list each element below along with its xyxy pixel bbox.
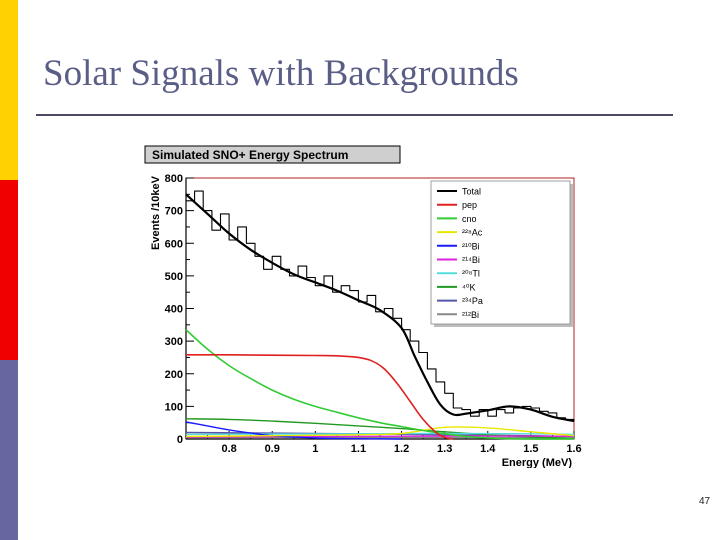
slide-title: Solar Signals with Backgrounds [43, 53, 519, 94]
series-layer [185, 190, 575, 440]
side-bar-yellow [0, 0, 18, 180]
y-tick-label: 100 [165, 401, 183, 413]
x-tick-label: 1 [312, 443, 318, 455]
side-bar-blue [0, 360, 18, 540]
x-tick-label: 1.4 [480, 443, 496, 455]
y-tick-label: 800 [165, 173, 183, 185]
series-line-ac [185, 426, 575, 438]
x-tick-label: 1.3 [437, 443, 452, 455]
legend-label: cno [462, 214, 477, 224]
y-tick-label: 500 [165, 271, 183, 283]
x-tick-label: 1.1 [351, 443, 366, 455]
legend-label: ²¹⁴Bi [462, 255, 480, 265]
series-line-pep [186, 354, 454, 440]
x-tick-label: 0.9 [265, 443, 280, 455]
y-tick-label: 0 [177, 434, 183, 446]
legend-label: ²²⁸Ac [462, 228, 483, 238]
y-tick-label: 400 [165, 304, 183, 316]
legend: Total pep cno ²²⁸Ac ²¹⁰Bi ²¹⁴Bi ²⁰⁸Tl ⁴⁰K ²³⁴Pa ²… [430, 180, 573, 327]
energy-spectrum-chart: Simulated SNO+ Energy Spectrum 0 100 200 30… [144, 145, 582, 468]
x-axis-label: Energy (MeV) [502, 457, 573, 468]
legend-label: ⁴⁰K [462, 282, 475, 292]
page-number: 47 [699, 496, 711, 507]
x-tick-label: 1.5 [523, 443, 538, 455]
chart-title: Simulated SNO+ Energy Spectrum [152, 148, 348, 162]
series-line-bi [185, 421, 402, 440]
legend-label: ²¹⁰Bi [462, 241, 480, 251]
x-tick-label: 1.2 [394, 443, 409, 455]
series-line-bi [185, 435, 575, 438]
x-tick-label: 1.6 [566, 443, 581, 455]
legend-label: ²³⁴Pa [462, 296, 483, 306]
series-line-total [185, 193, 575, 423]
legend-label: ²⁰⁸Tl [462, 269, 480, 279]
legend-box [430, 180, 571, 325]
y-tick-label: 700 [165, 206, 183, 218]
legend-label: Total [462, 187, 481, 197]
legend-label: ²¹²Bi [462, 310, 479, 320]
y-tick-label: 300 [165, 336, 183, 348]
y-tick-label: 200 [165, 369, 183, 381]
x-tick-label: 0.8 [221, 443, 236, 455]
title-divider [36, 114, 673, 116]
y-tick-label: 600 [165, 238, 183, 250]
legend-label: pep [462, 200, 477, 210]
side-bar-red [0, 180, 18, 360]
y-axis-label: Events /10keV [150, 175, 162, 250]
axes: 0 100 200 300 400 500 600 700 800 0.8 0.9 1 1.1 1.2 1.… [165, 173, 582, 455]
series-line-cno [185, 329, 574, 440]
chart-title-box [144, 145, 401, 164]
